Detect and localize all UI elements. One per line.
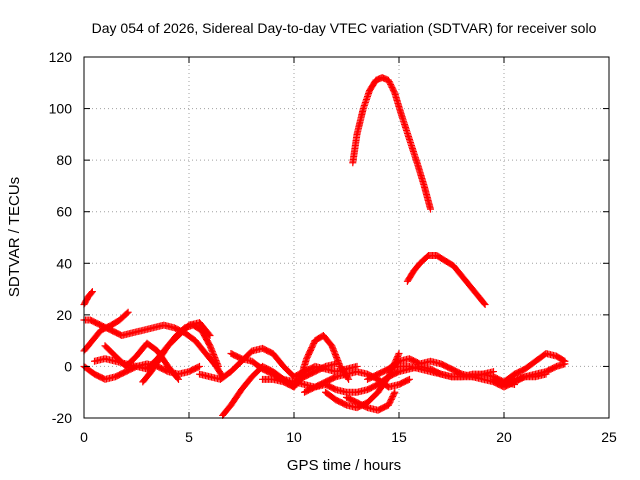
data-point-marker: [427, 205, 434, 213]
data-point-marker: [406, 375, 413, 383]
y-tick-label: 0: [64, 358, 72, 374]
data-point-marker: [542, 370, 550, 378]
x-tick-label: 25: [601, 429, 617, 445]
data-point-marker: [196, 362, 203, 370]
x-tick-label: 10: [286, 429, 302, 445]
x-axis-title: GPS time / hours: [287, 457, 401, 474]
y-tick-label: 60: [56, 204, 72, 220]
x-tick-label: 20: [496, 429, 512, 445]
x-tick-label: 5: [185, 429, 193, 445]
y-axis-title: SDTVAR / TECUs: [6, 177, 23, 297]
data-point-marker: [480, 299, 488, 307]
series-arc15: [301, 368, 413, 396]
data-point-marker: [214, 362, 222, 370]
series-arc4: [80, 288, 96, 309]
data-point-marker: [194, 363, 202, 371]
data-point-marker: [390, 390, 398, 398]
series-arc17: [343, 388, 399, 414]
y-tick-label: 20: [56, 307, 72, 323]
chart-title: Day 054 of 2026, Sidereal Day-to-day VTE…: [92, 20, 597, 36]
data-point-marker: [175, 375, 182, 383]
data-point-marker: [394, 351, 402, 359]
y-tick-label: 100: [49, 101, 73, 117]
axis-ticks: 0 5 10 15 20 25 -20 0 20 40 60 80 100 120: [49, 49, 617, 445]
series-arc21: [490, 370, 550, 388]
x-tick-label: 0: [80, 429, 88, 445]
data-point-marker: [88, 289, 96, 297]
series-arc5: [80, 308, 132, 355]
data-point-marker: [560, 357, 568, 365]
data-points: [80, 74, 569, 419]
data-point-marker: [561, 357, 569, 365]
plot-frame: [83, 56, 610, 419]
series-arc18: [364, 355, 497, 383]
data-point-marker: [123, 309, 131, 317]
series-arc2: [403, 252, 489, 309]
x-tick-label: 15: [391, 429, 407, 445]
data-point-marker: [88, 288, 96, 296]
series-arc1: [349, 74, 434, 213]
data-point-marker: [391, 388, 399, 396]
data-point-marker: [404, 376, 412, 384]
series-arc9: [101, 339, 182, 383]
y-tick-label: 120: [49, 49, 73, 65]
data-point-marker: [124, 308, 132, 316]
data-point-marker: [395, 350, 403, 358]
y-tick-label: -20: [52, 410, 72, 426]
y-tick-label: 40: [56, 255, 72, 271]
y-tick-label: 80: [56, 152, 72, 168]
data-point-marker: [174, 374, 182, 382]
data-point-marker: [481, 301, 489, 309]
